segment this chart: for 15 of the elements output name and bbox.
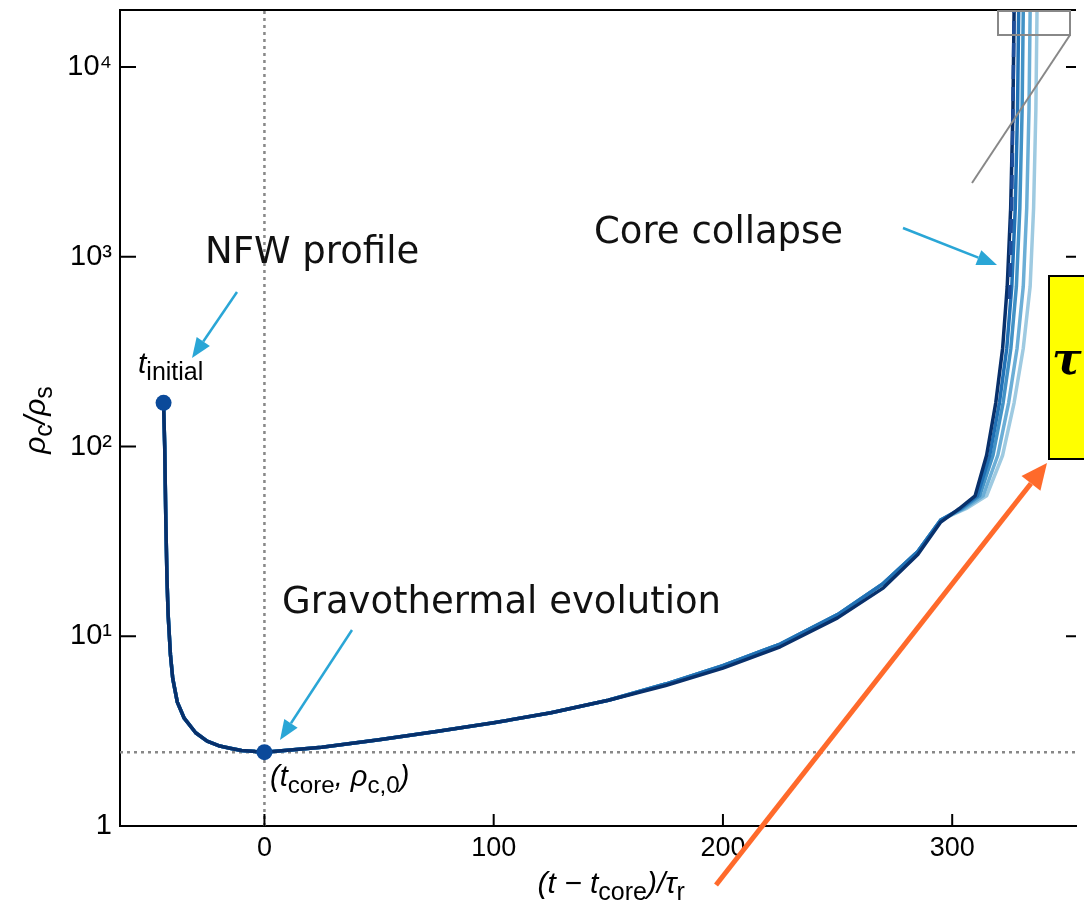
annotation: Core collapse — [594, 209, 844, 252]
y-tick-label: 10³ — [70, 238, 113, 271]
annotation: t$_{initial}$ — [138, 346, 204, 385]
annotation: Gravothermal evolution — [282, 579, 722, 622]
x-tick-label: 0 — [256, 831, 272, 862]
y-tick-label: 10¹ — [70, 618, 113, 651]
y-tick-label: 1 — [95, 808, 112, 840]
x-axis-title: (t − t$_{core}$)/τ$_{r}$ — [537, 866, 685, 905]
y-tick-label: 10⁴ — [67, 49, 112, 82]
annotation: τ — [1052, 333, 1082, 384]
annotation: NFW profile — [205, 229, 420, 272]
annotation: (t$_{core}$, ρ$_{c,0}$) — [270, 760, 410, 798]
y-tick-label: 10² — [70, 428, 113, 461]
x-tick-label: 300 — [929, 831, 975, 862]
x-tick-label: 100 — [471, 831, 517, 862]
